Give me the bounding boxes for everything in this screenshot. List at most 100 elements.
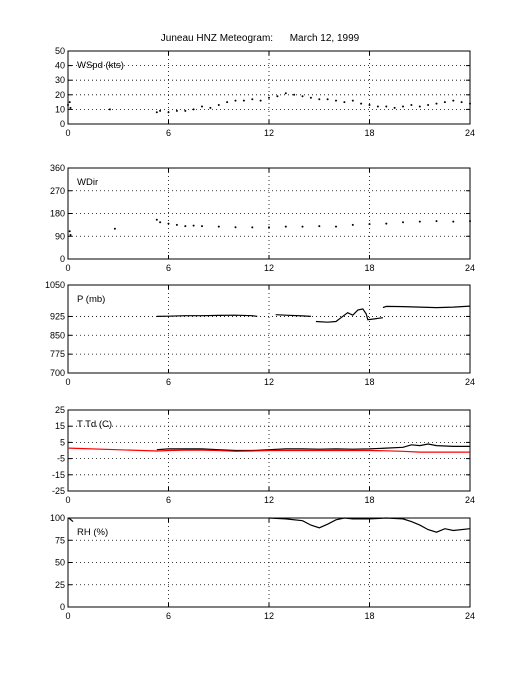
series-line-1 [156, 443, 470, 452]
panel-label: T Td (C) [77, 419, 112, 430]
data-point [318, 225, 321, 228]
x-tick-label: 6 [166, 495, 171, 505]
data-point [335, 225, 337, 228]
data-point [418, 220, 421, 223]
y-tick-label: 0 [60, 602, 65, 612]
data-point [360, 102, 363, 105]
x-tick-label: 12 [264, 377, 274, 387]
data-point [469, 220, 471, 223]
data-point [113, 227, 116, 230]
data-point [435, 102, 438, 105]
data-point [209, 106, 212, 109]
x-tick-label: 0 [65, 263, 70, 273]
figure-title: Juneau HNZ Meteogram: March 12, 1999 [160, 33, 360, 44]
data-point [385, 222, 388, 225]
data-point [192, 224, 195, 227]
panel-5: 0 6 12 18 24 0 25 50 75 100 RH (%) [50, 513, 475, 621]
x-tick-label: 6 [166, 263, 171, 273]
panel-label: RH (%) [77, 527, 108, 538]
data-point [268, 226, 270, 229]
x-tick-label: 24 [465, 495, 475, 505]
data-point [192, 108, 195, 111]
data-point [251, 226, 254, 229]
x-tick-label: 18 [364, 263, 374, 273]
data-point [251, 98, 254, 101]
data-point [201, 225, 203, 228]
y-tick-label: 30 [55, 75, 65, 85]
x-tick-label: 24 [465, 611, 475, 621]
data-point [108, 108, 111, 111]
data-point [309, 96, 312, 99]
data-point [259, 99, 262, 102]
y-tick-label: 5 [60, 437, 65, 447]
data-point [393, 106, 396, 109]
panel-4: 0 6 12 18 24 -25 -15 -5 5 15 25 T Td (C) [52, 405, 475, 505]
data-point [68, 230, 71, 233]
data-point [69, 234, 72, 236]
data-point [351, 223, 354, 226]
y-tick-label: 40 [55, 61, 65, 71]
data-point [284, 225, 287, 228]
data-point [443, 101, 446, 104]
data-point [167, 222, 170, 225]
data-point [226, 101, 229, 104]
y-tick-label: 180 [50, 209, 65, 219]
y-tick-label: -15 [52, 470, 65, 480]
x-tick-label: 12 [264, 495, 274, 505]
data-point [351, 99, 354, 102]
data-point [217, 225, 220, 228]
y-tick-label: 15 [55, 421, 65, 431]
data-point [402, 105, 404, 108]
x-tick-label: 18 [364, 611, 374, 621]
x-tick-label: 18 [364, 495, 374, 505]
panel-label: WDir [77, 177, 98, 188]
data-point [469, 102, 471, 105]
data-point [159, 109, 162, 112]
data-point [217, 104, 220, 106]
data-point [184, 225, 187, 228]
y-tick-label: 10 [55, 104, 65, 114]
y-tick-label: 25 [55, 580, 65, 590]
x-tick-label: 24 [465, 377, 475, 387]
data-point [242, 99, 245, 102]
x-tick-label: 18 [364, 377, 374, 387]
x-tick-label: 6 [166, 128, 171, 138]
data-point [201, 105, 203, 108]
data-point [301, 95, 304, 98]
data-point [368, 223, 371, 226]
y-tick-label: 360 [50, 163, 65, 173]
series-line-2 [68, 447, 470, 453]
y-tick-label: 0 [60, 119, 65, 129]
data-point [326, 98, 329, 101]
y-tick-label: 700 [50, 368, 65, 378]
x-tick-label: 24 [465, 263, 475, 273]
series-line-2 [275, 314, 311, 317]
data-point [234, 226, 237, 229]
y-tick-label: 925 [50, 311, 65, 321]
x-tick-label: 6 [166, 611, 171, 621]
data-point [155, 111, 158, 114]
x-tick-label: 0 [65, 128, 70, 138]
data-point [69, 106, 72, 109]
data-point [68, 101, 71, 104]
x-tick-label: 12 [264, 263, 274, 273]
y-tick-label: 50 [55, 558, 65, 568]
data-point [418, 105, 421, 108]
panel-label: WSpd (kts) [77, 60, 124, 71]
data-point [460, 101, 463, 104]
data-point [343, 101, 346, 104]
panel-2: 0 6 12 18 24 0 90 180 270 360 WDir [50, 163, 475, 273]
y-tick-label: 50 [55, 46, 65, 56]
y-tick-label: -5 [57, 454, 65, 464]
data-point [385, 105, 388, 108]
data-point [402, 221, 404, 224]
data-point [376, 105, 379, 108]
y-tick-label: 90 [55, 231, 65, 241]
data-point [175, 109, 178, 112]
data-point [159, 221, 162, 224]
data-point [155, 218, 158, 221]
x-tick-label: 12 [264, 611, 274, 621]
data-point [410, 104, 413, 106]
y-tick-label: 25 [55, 405, 65, 415]
